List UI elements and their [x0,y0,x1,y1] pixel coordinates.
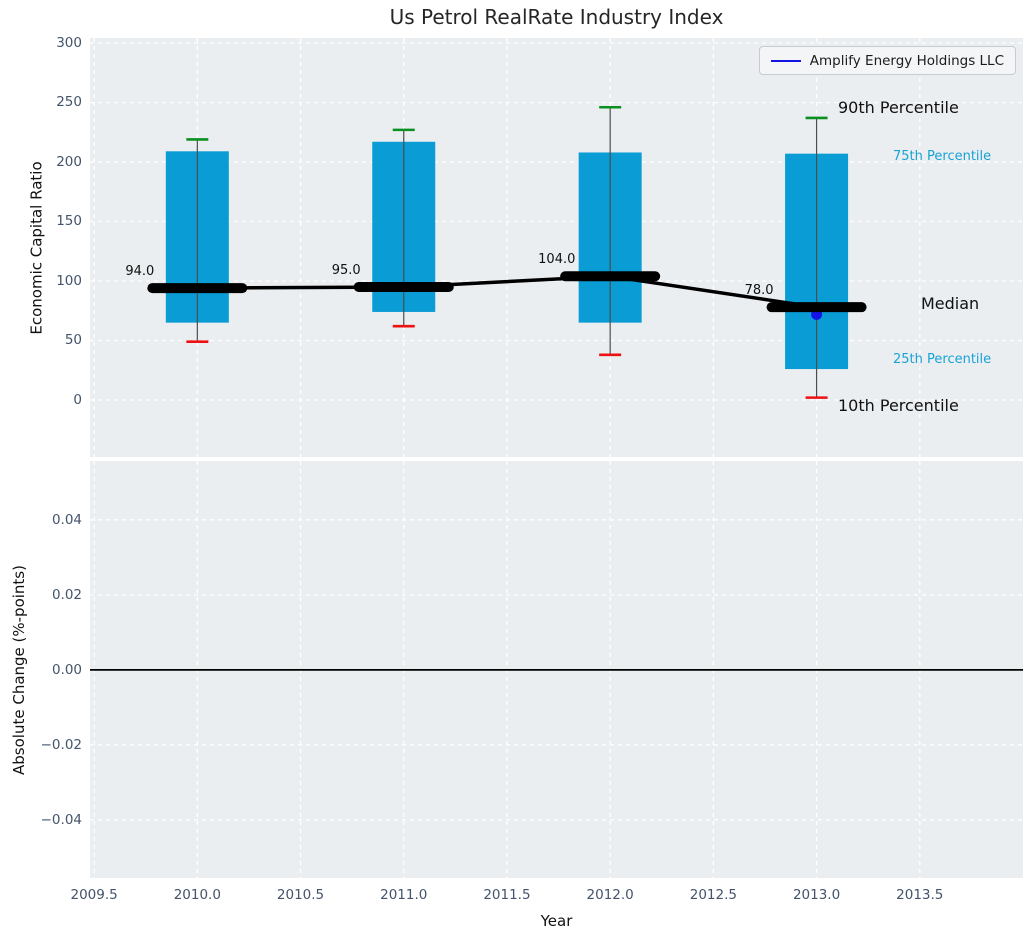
x-tick-label: 2013.5 [885,886,955,904]
median-value-label: 78.0 [745,283,774,298]
x-axis-label: Year [90,912,1023,930]
bottom-y-tick-label: −0.02 [18,736,82,754]
median-value-label: 95.0 [332,263,361,278]
legend: Amplify Energy Holdings LLC [759,46,1016,75]
x-tick-label: 2012.5 [678,886,748,904]
bottom-y-tick-label: 0.02 [18,586,82,604]
annotation-90th-percentile: 90th Percentile [838,98,959,117]
top-y-tick-label: 250 [28,93,82,111]
top-y-tick-label: 100 [28,272,82,290]
top-y-tick-label: 200 [28,153,82,171]
median-value-label: 94.0 [125,264,154,279]
x-tick-label: 2011.0 [369,886,439,904]
annotation-10th-percentile: 10th Percentile [838,396,959,415]
chart-title: Us Petrol RealRate Industry Index [90,5,1023,29]
bottom-plot-svg [90,461,1023,878]
x-tick-label: 2012.0 [575,886,645,904]
top-y-tick-label: 0 [28,391,82,409]
median-value-label: 104.0 [538,252,575,267]
x-tick-label: 2010.5 [266,886,336,904]
annotation-75th-percentile: 75th Percentile [893,149,991,164]
top-y-tick-label: 300 [28,34,82,52]
bottom-axes [90,461,1023,878]
annotation-median: Median [921,294,979,313]
x-tick-label: 2011.5 [472,886,542,904]
x-tick-label: 2009.5 [59,886,129,904]
top-y-tick-label: 50 [28,331,82,349]
top-y-tick-label: 150 [28,212,82,230]
bottom-y-tick-label: 0.04 [18,511,82,529]
x-tick-label: 2013.0 [782,886,852,904]
legend-line-sample [771,60,801,62]
chart-figure: Us Petrol RealRate Industry Index Amplif… [0,0,1034,942]
x-tick-label: 2010.0 [162,886,232,904]
bottom-y-tick-label: −0.04 [18,811,82,829]
annotation-25th-percentile: 25th Percentile [893,352,991,367]
legend-label: Amplify Energy Holdings LLC [810,53,1004,69]
bottom-y-tick-label: 0.00 [18,661,82,679]
